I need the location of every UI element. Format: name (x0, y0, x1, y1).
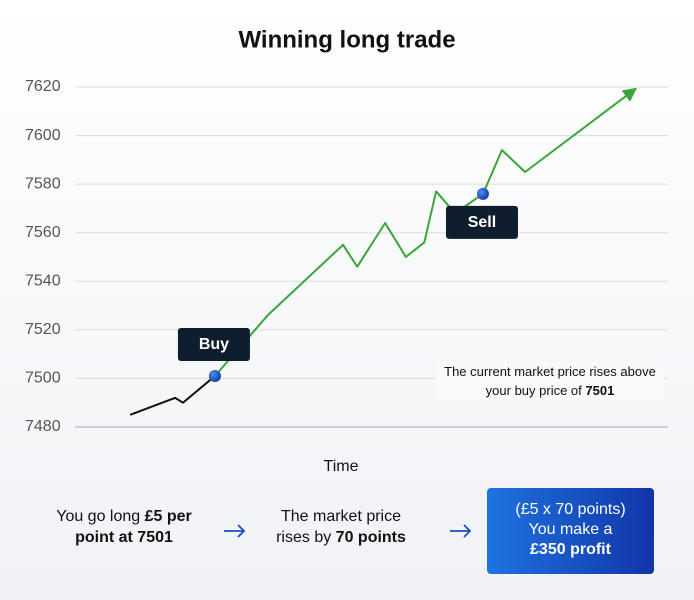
y-tick-label: 7480 (25, 418, 61, 435)
y-tick-label: 7520 (25, 321, 61, 338)
arrow (450, 524, 472, 538)
step-text: (£5 x 70 points) (515, 501, 626, 518)
annotation-bold: 7501 (585, 383, 615, 398)
y-tick-label: 7560 (25, 224, 61, 241)
step-bold: £350 profit (530, 541, 611, 558)
y-tick-label: 7540 (25, 273, 61, 290)
x-axis-label: Time (324, 458, 359, 475)
annotation-text: The current market price rises above you… (444, 364, 656, 398)
marker-dot (476, 187, 489, 200)
marker-label: Buy (199, 336, 229, 353)
result-box: (£5 x 70 points) You make a £350 profit (487, 488, 654, 574)
step: The market price rises by 70 points (266, 506, 416, 548)
step-bold: 70 points (335, 529, 406, 546)
marker-dot (208, 370, 221, 382)
y-tick-label: 7500 (25, 370, 61, 387)
step-text: You make a (528, 521, 613, 538)
step-text: You go long (56, 508, 145, 525)
marker-label-box (445, 205, 518, 239)
y-tick-label: 7620 (25, 78, 61, 95)
step: You go long £5 per point at 7501 (44, 506, 204, 548)
y-tick-label: 7600 (25, 127, 61, 144)
annotation: The current market price rises above you… (436, 362, 664, 400)
marker-label: Sell (468, 214, 496, 231)
y-tick-label: 7580 (25, 175, 61, 192)
price-line (214, 87, 638, 377)
chart-title: Winning long trade (238, 26, 455, 53)
step-bold: £5 per point at 7501 (75, 508, 192, 546)
step-text: The market price rises by (276, 508, 402, 546)
marker-label-box (177, 328, 250, 361)
arrow (224, 524, 246, 538)
price-line (129, 375, 216, 416)
